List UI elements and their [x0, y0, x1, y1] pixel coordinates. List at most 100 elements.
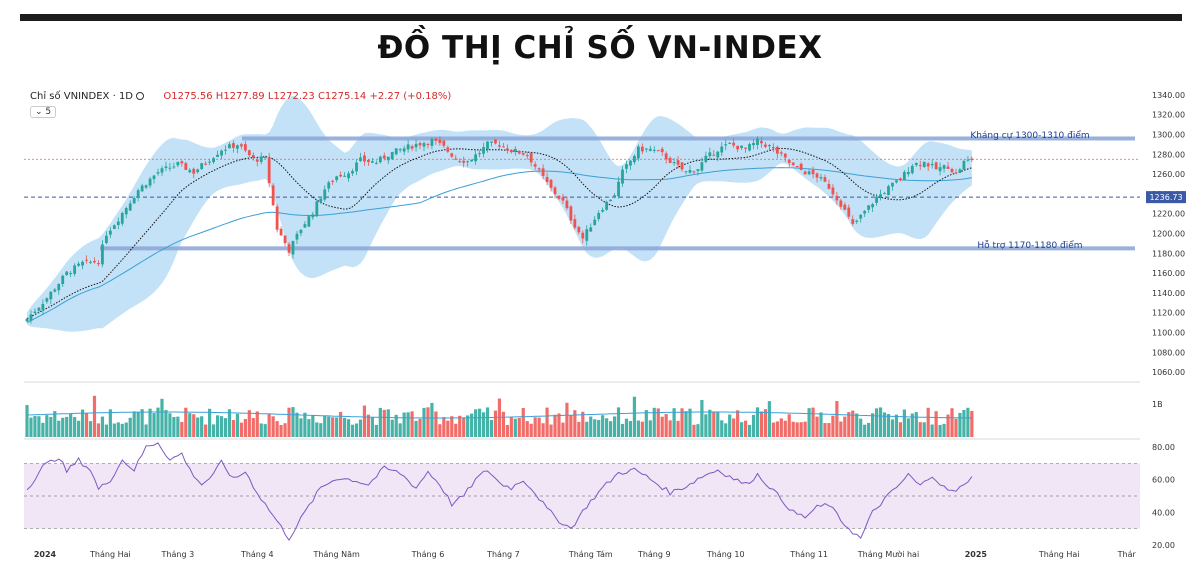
candle-body — [311, 214, 315, 218]
candle-body — [712, 154, 716, 156]
volume-bar — [676, 420, 680, 437]
volume-bar — [593, 419, 597, 437]
reference-value-label: 1236.73 — [1149, 193, 1182, 202]
volume-bar — [57, 420, 61, 437]
volume-bar — [208, 408, 212, 437]
volume-bar — [624, 418, 629, 437]
volume-bar — [386, 409, 390, 437]
volume-bar — [926, 407, 930, 437]
candle-body — [895, 180, 898, 183]
indicator-toggle-button[interactable]: ⌄ 5 — [30, 106, 57, 118]
volume-bar — [811, 407, 815, 437]
candle-body — [426, 143, 430, 145]
candle-body — [29, 314, 33, 321]
volume-bar — [156, 407, 160, 437]
candle-body — [168, 167, 172, 169]
volume-bar — [525, 421, 529, 437]
volume-bar — [80, 409, 85, 437]
candle-body — [279, 228, 283, 236]
volume-bar — [315, 422, 319, 437]
candle-body — [299, 229, 303, 234]
volume-bar — [608, 421, 613, 437]
volume-bar — [732, 418, 736, 437]
candle-body — [144, 185, 148, 188]
x-tick-label: Tháng Mười hai — [857, 549, 919, 559]
volume-bar — [144, 424, 148, 437]
volume-bar — [100, 416, 105, 437]
volume-bar — [120, 423, 124, 437]
volume-bar — [104, 424, 108, 437]
volume-bar — [442, 417, 446, 437]
candle-body — [549, 179, 553, 188]
volume-bar — [545, 407, 549, 437]
price-tick-label: 1200.00 — [1152, 230, 1185, 239]
candle-body — [295, 233, 299, 240]
ma-long-line — [26, 167, 972, 324]
volume-bar — [882, 412, 887, 437]
candle-body — [156, 172, 160, 174]
volume-bar — [303, 412, 307, 437]
volume-bar — [92, 395, 97, 437]
candle-body — [53, 289, 57, 292]
volume-bar — [200, 416, 204, 437]
candle-body — [593, 219, 597, 226]
volume-bar — [612, 416, 617, 437]
candle-body — [529, 152, 533, 163]
candle-body — [490, 141, 493, 143]
candle-body — [224, 149, 227, 151]
visibility-icon[interactable] — [136, 92, 145, 100]
volume-bar — [569, 415, 573, 437]
volume-bar — [184, 407, 188, 437]
volume-bar — [168, 413, 172, 437]
candle-body — [390, 151, 394, 160]
volume-bar — [283, 423, 287, 437]
volume-bar — [831, 415, 835, 437]
volume-bar — [84, 413, 89, 437]
volume-bar — [370, 416, 374, 437]
candle-body — [764, 144, 767, 147]
volume-bar — [112, 423, 116, 437]
candle-body — [517, 150, 521, 154]
volume-bar — [855, 413, 859, 437]
volume-bar — [700, 400, 704, 437]
candle-body — [283, 235, 287, 244]
candle-body — [819, 177, 823, 179]
volume-bar — [620, 423, 625, 437]
candle-body — [112, 225, 116, 229]
candle-body — [339, 174, 343, 177]
volume-bar — [521, 407, 525, 437]
volume-bar — [597, 419, 601, 437]
candle-body — [513, 148, 517, 152]
volume-bar — [462, 417, 466, 437]
volume-bar — [704, 414, 708, 437]
candle-body — [724, 144, 728, 146]
volume-bar — [251, 418, 255, 437]
candle-body — [442, 140, 446, 146]
volume-bar — [69, 413, 73, 437]
volume-bar — [910, 413, 914, 437]
candle-body — [414, 143, 418, 148]
chart-header: Chỉ số VNINDEX · 1D O1275.56 H1277.89 L1… — [30, 91, 451, 102]
volume-bar — [513, 418, 517, 437]
volume-bar — [692, 424, 696, 437]
volume-bar — [33, 416, 37, 437]
candle-body — [450, 153, 454, 157]
candle-body — [613, 195, 616, 198]
reference-value-tag — [1146, 191, 1186, 204]
volume-bar — [263, 424, 267, 437]
candle-body — [200, 163, 204, 170]
volume-bar — [775, 421, 779, 437]
candle-body — [478, 153, 481, 155]
volume-bar — [335, 417, 339, 437]
volume-bar — [517, 417, 521, 437]
volume-bar — [890, 419, 895, 437]
candle-body — [867, 205, 871, 210]
volume-bar — [759, 411, 764, 437]
volume-bar — [755, 407, 760, 437]
volume-bar — [740, 422, 744, 437]
volume-bar — [537, 417, 541, 437]
candle-body — [247, 150, 251, 156]
volume-bar — [410, 411, 414, 437]
volume-bar — [716, 411, 720, 437]
x-tick-label: Tháng 7 — [486, 550, 520, 559]
